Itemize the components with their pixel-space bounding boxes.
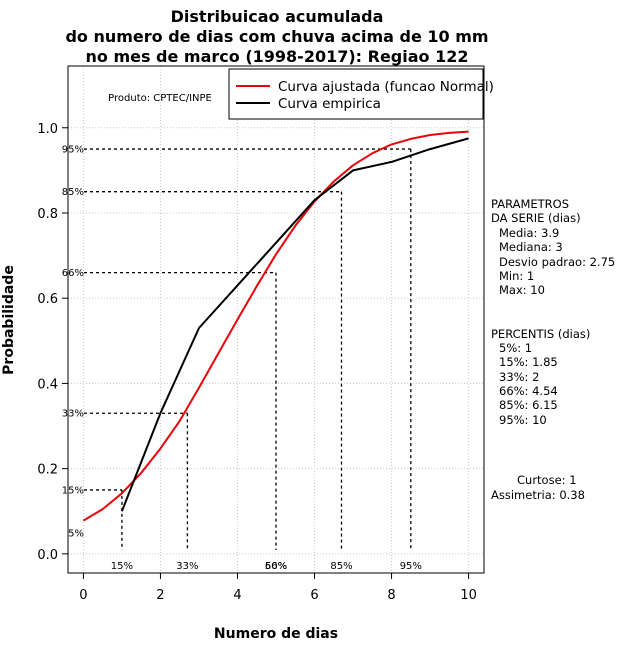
- percentile-guides: 5% 15% 15% 33% 33% 66% 66% 85% 85% 95% 95% 50%: [62, 145, 422, 572]
- percentil-95: 95%: 10: [499, 413, 547, 427]
- guide-left-label-66%: 66%: [62, 268, 84, 279]
- guide-left-label-85%: 85%: [62, 187, 84, 198]
- legend-label-fitted: Curva ajustada (funcao Normal): [278, 79, 494, 95]
- legend-box: [228, 68, 484, 120]
- param-mediana: Mediana: 3: [499, 240, 563, 254]
- grid-lines: [68, 66, 484, 573]
- guide-left-label-95%: 95%: [62, 145, 84, 156]
- guide-bottom-label-33%: 33%: [176, 561, 198, 572]
- guide-bottom-label-50%: 50%: [265, 561, 287, 572]
- x-tick-label: 6: [310, 588, 318, 603]
- y-axis-title: Probabilidade: [1, 265, 17, 375]
- credit-label: Produto: CPTEC/INPE: [108, 93, 212, 104]
- x-tick-label: 8: [387, 588, 395, 603]
- percentis-header: PERCENTIS (dias): [491, 327, 590, 341]
- guide-bottom-label-15%: 15%: [111, 561, 133, 572]
- x-tick-label: 10: [460, 588, 477, 603]
- y-tick-label: 0.2: [37, 463, 58, 478]
- param-max: Max: 10: [499, 283, 545, 297]
- guide-bottom-label-85%: 85%: [330, 561, 352, 572]
- param-min: Min: 1: [499, 269, 534, 283]
- percentil-33: 33%: 2: [499, 370, 539, 384]
- plot-frame: [67, 65, 485, 574]
- x-axis: 0 2 4 6 8 10: [79, 573, 477, 603]
- percentil-66: 66%: 4.54: [499, 384, 558, 398]
- statistics-panel: PARAMETROS DA SERIE (dias) Media: 3.9 Me…: [491, 197, 615, 502]
- x-tick-label: 0: [79, 588, 87, 603]
- y-tick-label: 1.0: [37, 122, 58, 137]
- x-tick-label: 4: [233, 588, 241, 603]
- guide-bottom-label-95%: 95%: [400, 561, 422, 572]
- y-tick-label: 0.6: [37, 292, 58, 307]
- series-line-empirical: [120, 137, 469, 512]
- guide-bottom-label-66%: 66%: [265, 561, 287, 572]
- percentil-15: 15%: 1.85: [499, 355, 558, 369]
- chart-title-line-2: do numero de dias com chuva acima de 10 …: [65, 27, 488, 46]
- y-tick-label: 0.4: [37, 377, 58, 392]
- legend: Curva ajustada (funcao Normal) Curva emp…: [228, 68, 494, 120]
- y-tick-label: 0.8: [37, 207, 58, 222]
- guide-left-label-5%: 5%: [68, 529, 84, 540]
- param-desvio-padrao: Desvio padrao: 2.75: [499, 255, 615, 269]
- assimetria-value: Assimetria: 0.38: [491, 488, 585, 502]
- params-header-line-2: DA SERIE (dias): [491, 211, 581, 225]
- series-line-fitted-normal: [82, 130, 469, 522]
- legend-label-empirical: Curva empirica: [278, 96, 381, 112]
- x-axis-title: Numero de dias: [214, 626, 338, 642]
- percentil-85: 85%: 6.15: [499, 398, 558, 412]
- x-tick-label: 2: [156, 588, 164, 603]
- guide-left-label-15%: 15%: [62, 485, 84, 496]
- params-header-line-1: PARAMETROS: [491, 197, 569, 211]
- percentil-5: 5%: 1: [499, 341, 532, 355]
- param-media: Media: 3.9: [499, 226, 559, 240]
- chart-title-line-3: no mes de marco (1998-2017): Regiao 122: [85, 47, 468, 66]
- y-axis: 0.0 0.2 0.4 0.6 0.8 1.0: [37, 122, 68, 563]
- guide-left-label-33%: 33%: [62, 409, 84, 420]
- curtose-value: Curtose: 1: [517, 473, 577, 487]
- y-tick-label: 0.0: [37, 548, 58, 563]
- chart-title-line-1: Distribuicao acumulada: [171, 7, 384, 26]
- data-series: [82, 130, 469, 522]
